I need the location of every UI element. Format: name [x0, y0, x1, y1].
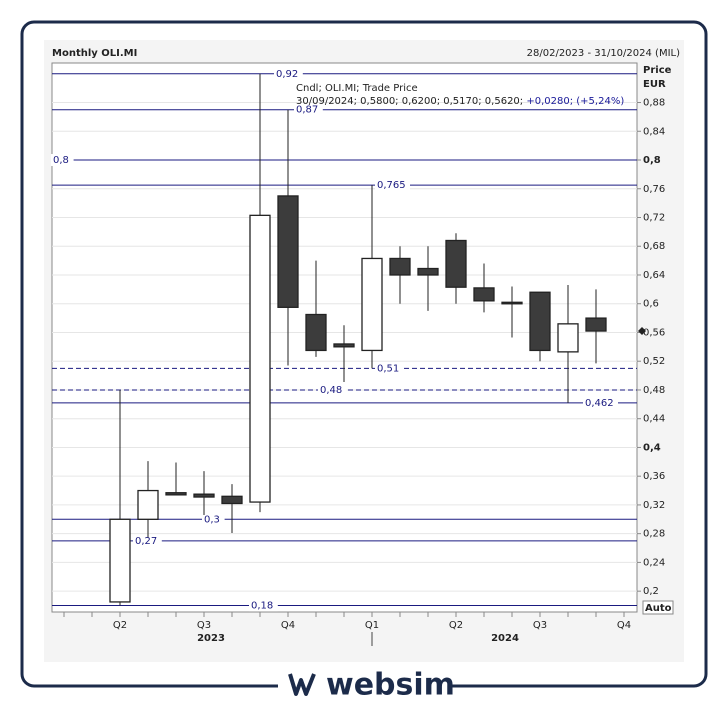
- y-tick-label: 0,8: [643, 155, 661, 166]
- scale-mode[interactable]: Auto: [645, 603, 672, 614]
- level-label: 0,51: [377, 363, 399, 374]
- candle-body: [221, 495, 243, 505]
- level-label: 0,27: [135, 536, 157, 547]
- level-label-bg: [51, 154, 74, 167]
- candle-body: [165, 492, 187, 496]
- y-tick-label: 0,68: [643, 241, 665, 252]
- level-label-bg: [583, 396, 618, 409]
- candle-body: [137, 489, 159, 520]
- date-range: 28/02/2023 - 31/10/2024 (MIL): [527, 48, 680, 59]
- level-label-bg: [375, 362, 404, 375]
- level-label-bg: [294, 103, 323, 116]
- x-tick-label: Q1: [365, 620, 379, 631]
- level-label-bg: [133, 534, 162, 547]
- year-label: 2024: [491, 633, 519, 644]
- candle-body: [305, 313, 327, 352]
- level-label: 0,8: [53, 155, 69, 166]
- candle-body: [501, 301, 523, 305]
- legend-ohlc: 30/09/2024; 0,5800; 0,6200; 0,5170; 0,56…: [296, 96, 523, 107]
- chart-title: Monthly OLI.MI: [52, 48, 137, 59]
- level-label: 0,3: [204, 514, 220, 525]
- x-tick-label: Q3: [197, 620, 211, 631]
- y-tick-label: 0,64: [643, 270, 665, 281]
- level-label-bg: [274, 67, 303, 80]
- legend: Cndl; OLI.MI; Trade Price: [296, 83, 418, 94]
- level-label-bg: [318, 383, 347, 396]
- axis-label: Price: [643, 65, 672, 76]
- y-tick-label: 0,52: [643, 356, 665, 367]
- level-label-bg: [375, 179, 410, 192]
- scale-button[interactable]: [642, 600, 674, 615]
- y-tick-label: 0,48: [643, 385, 665, 396]
- x-tick-label: Q4: [617, 620, 631, 631]
- legend-change: +0,0280; (+5,24%): [526, 96, 624, 107]
- y-tick-label: 0,24: [643, 557, 665, 568]
- level-label: 0,462: [585, 398, 614, 409]
- candle-body: [193, 493, 215, 498]
- level-label: 0,48: [320, 385, 342, 396]
- y-tick-label: 0,56: [643, 327, 665, 338]
- brand: websim: [326, 668, 455, 703]
- candle-body: [361, 257, 383, 352]
- y-tick-label: 0,84: [643, 126, 665, 137]
- level-label: 0,18: [251, 601, 273, 612]
- level-label: 0,765: [377, 180, 406, 191]
- candle-body: [333, 343, 355, 348]
- y-tick-label: 0,76: [643, 184, 665, 195]
- level-label-bg: [202, 513, 225, 526]
- y-tick-label: 0,4: [643, 442, 661, 453]
- candle-body: [557, 323, 579, 353]
- x-tick-label: Q3: [533, 620, 547, 631]
- y-tick-label: 0,88: [643, 98, 665, 109]
- y-tick-label: 0,44: [643, 414, 665, 425]
- y-tick-label: 0,28: [643, 529, 665, 540]
- x-tick-label: Q2: [449, 620, 463, 631]
- candle-body: [529, 291, 551, 352]
- candle-body: [473, 287, 495, 302]
- candle-body: [389, 257, 411, 276]
- x-tick-label: Q4: [281, 620, 295, 631]
- candle-body: [109, 518, 131, 603]
- candle-body: [585, 317, 607, 332]
- candle-body: [417, 267, 439, 276]
- level-label: 0,87: [296, 105, 318, 116]
- level-label-bg: [249, 599, 278, 612]
- logo-icon: [288, 673, 316, 696]
- y-tick-label: 0,2: [643, 586, 659, 597]
- y-tick-label: 0,36: [643, 471, 665, 482]
- y-tick-label: 0,32: [643, 500, 665, 511]
- x-tick-label: Q2: [113, 620, 127, 631]
- y-tick-label: 0,6: [643, 299, 659, 310]
- last-price-marker: [638, 327, 646, 336]
- legend-values: 30/09/2024; 0,5800; 0,6200; 0,5170; 0,56…: [296, 96, 624, 107]
- candle-body: [445, 239, 467, 288]
- candle-body: [277, 195, 299, 308]
- axis-unit: EUR: [643, 79, 666, 90]
- y-tick-label: 0,72: [643, 212, 665, 223]
- candle-body: [249, 214, 271, 503]
- year-label: 2023: [197, 633, 225, 644]
- level-label: 0,92: [276, 69, 298, 80]
